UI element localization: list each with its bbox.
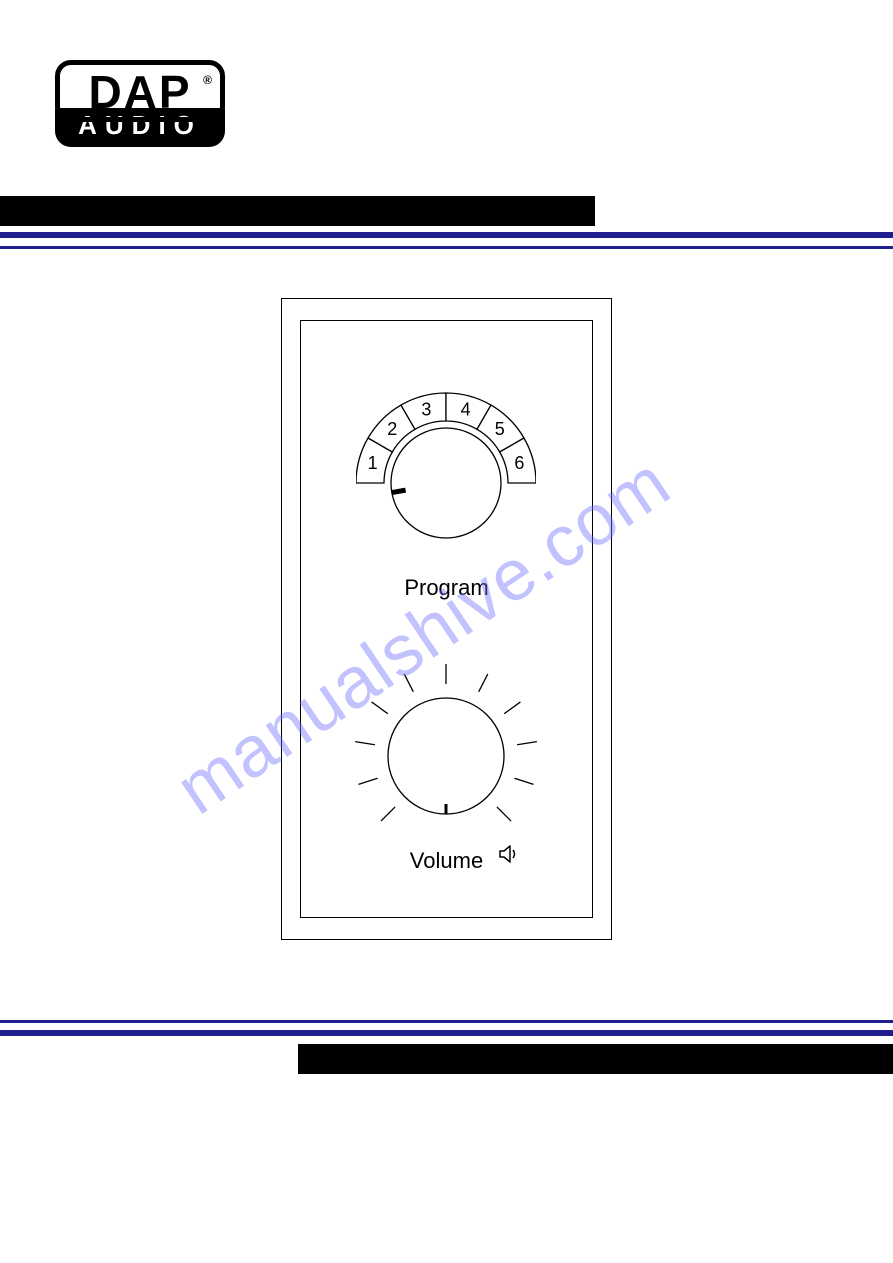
svg-text:6: 6 (514, 453, 524, 473)
program-label: Program (0, 575, 893, 601)
bottom-blue-bar-thick (0, 1030, 893, 1036)
volume-knob[interactable] (350, 660, 542, 852)
program-selector-knob[interactable]: 123456 (356, 388, 536, 548)
logo-top-box: DAP ® (55, 60, 225, 122)
page-root: DAP ® AUDIO 123456 Program Volume manual… (0, 0, 893, 1263)
svg-text:1: 1 (368, 453, 378, 473)
svg-text:2: 2 (387, 419, 397, 439)
dap-audio-logo: DAP ® AUDIO (55, 60, 225, 147)
volume-knob-circle (388, 698, 504, 814)
svg-text:4: 4 (461, 399, 471, 419)
top-blue-bar-thin (0, 246, 893, 249)
top-blue-bar-thick (0, 232, 893, 238)
top-black-bar (0, 196, 595, 226)
bottom-black-bar (298, 1044, 893, 1074)
svg-text:5: 5 (495, 419, 505, 439)
volume-label: Volume (0, 848, 893, 874)
svg-text:3: 3 (421, 399, 431, 419)
speaker-icon (497, 842, 521, 866)
logo-dap-text: DAP (88, 66, 191, 118)
bottom-blue-bar-thin (0, 1020, 893, 1023)
program-knob-indicator (392, 490, 406, 492)
program-knob-circle (391, 428, 501, 538)
logo-registered-mark: ® (203, 73, 212, 87)
